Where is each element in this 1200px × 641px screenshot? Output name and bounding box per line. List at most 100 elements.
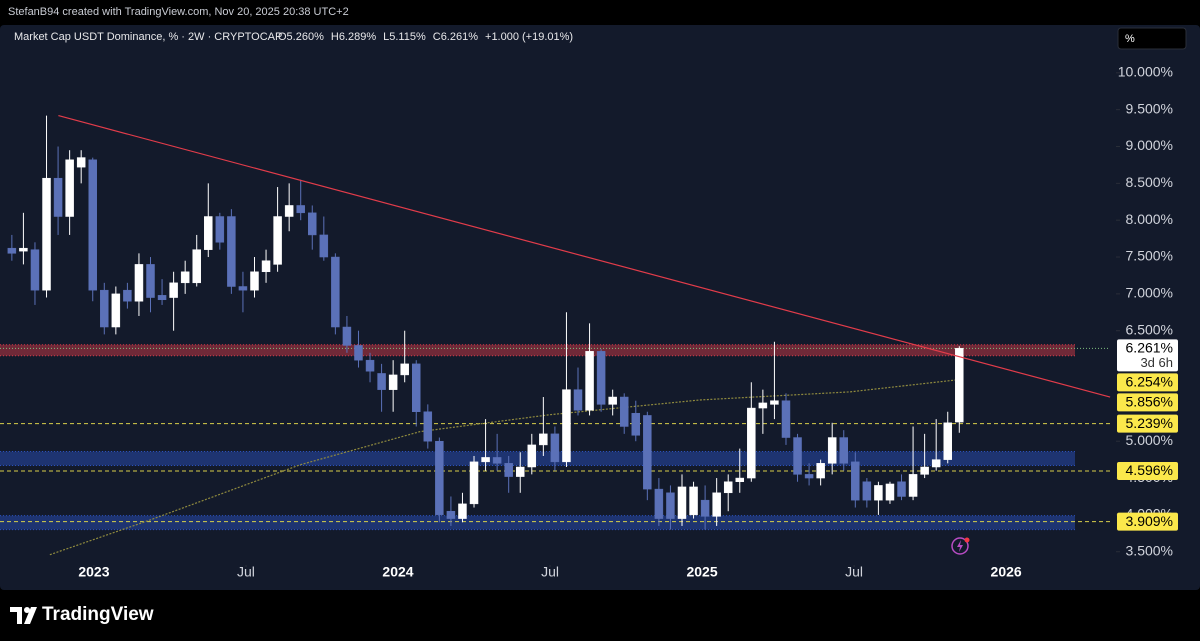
y-tick-label: 3.500% (1126, 542, 1173, 558)
x-tick-label: Jul (541, 564, 559, 580)
candle-body (573, 389, 583, 411)
candle-body (897, 481, 906, 497)
candle-body (631, 412, 641, 436)
candle-body (331, 256, 340, 328)
countdown: 3d 6h (1140, 355, 1173, 370)
y-tick-label: 7.000% (1126, 285, 1173, 301)
candle-body (65, 159, 74, 217)
candle-body (527, 444, 537, 468)
y-tick-label: 9.500% (1126, 100, 1173, 116)
x-tick-label: 2026 (991, 564, 1022, 580)
alert-icon (951, 537, 970, 555)
price-label-box (1117, 461, 1178, 480)
candle-body (469, 461, 479, 505)
candle-body (643, 415, 652, 490)
candle-body (955, 348, 964, 423)
candle-body (423, 411, 433, 442)
candle-body (169, 282, 178, 298)
candle-body (180, 271, 190, 284)
x-tick-label: Jul (845, 564, 863, 580)
brand-name: TradingView (42, 604, 154, 625)
price-label-box (1117, 393, 1178, 412)
candle-body (885, 483, 895, 501)
price-label: 5.856% (1126, 394, 1173, 410)
candle-body (250, 271, 259, 291)
candle-body (654, 488, 664, 519)
candle-body (342, 326, 352, 346)
candle-body (862, 481, 872, 501)
ohlc-value: L5.115% (383, 31, 426, 43)
candle-body (747, 407, 756, 479)
candle-body (931, 459, 941, 468)
candle-body (504, 463, 513, 477)
chart-panel (0, 25, 1200, 590)
candle-body (608, 396, 617, 405)
candle-body (781, 400, 791, 438)
candle-body (7, 247, 17, 254)
y-tick-label: 5.000% (1126, 432, 1173, 448)
candle-body (596, 351, 606, 405)
zone (0, 515, 1075, 530)
ohlc-value: C6.261% (433, 31, 478, 43)
price-label-box (1117, 373, 1178, 392)
x-tick-label: 2024 (382, 564, 413, 580)
x-tick-label: 2023 (78, 564, 109, 580)
moving-average (49, 379, 956, 556)
candle-body (920, 466, 929, 475)
chart-title: Market Cap USDT Dominance, % · 2W · CRYP… (14, 31, 282, 43)
candle-body (481, 457, 490, 463)
candle-body (539, 433, 548, 446)
candle-body (261, 260, 271, 273)
candle-body (515, 466, 525, 477)
candle-body (377, 373, 386, 390)
candle-body (238, 286, 248, 291)
candle-body (19, 247, 28, 252)
candle-body (204, 216, 213, 250)
ohlc-value: O5.260% (278, 31, 324, 43)
candle-body (689, 486, 698, 516)
candle-body (123, 289, 132, 302)
candle-body (677, 486, 687, 519)
candle-body (88, 159, 97, 291)
candle-body (735, 477, 745, 482)
scale-button[interactable] (1117, 27, 1187, 50)
candle-body (458, 503, 467, 519)
candle-body (412, 363, 421, 413)
candle-body (157, 295, 167, 301)
candle-body (273, 216, 282, 265)
x-tick-label: Jul (237, 564, 255, 580)
candle-body (111, 293, 121, 328)
y-tick-label: 7.500% (1126, 248, 1173, 264)
ohlc-value: H6.289% (331, 31, 376, 43)
candle-body (227, 216, 236, 287)
candle-body (319, 234, 329, 258)
candle-body (700, 499, 710, 517)
candle-body (446, 510, 456, 519)
candle-body (585, 351, 594, 411)
candle-body (874, 485, 883, 501)
ohlc-legend: O5.260% H6.289% L5.115% C6.261% +1.000 (+19.… (278, 31, 573, 43)
candle-body (550, 433, 560, 463)
candle-body (793, 437, 802, 475)
scale-button-label[interactable]: % (1125, 33, 1135, 45)
candle-body (42, 177, 51, 291)
candle-body (770, 400, 779, 405)
candle-body (492, 457, 502, 464)
candle-body (562, 389, 571, 463)
candle-body (134, 264, 144, 302)
trendline (58, 114, 1111, 398)
price-label: 6.261% (1126, 340, 1173, 356)
candle-body (284, 205, 294, 217)
candle-body (192, 249, 201, 284)
candle-body (712, 492, 721, 517)
candle-body (76, 157, 86, 168)
candle-body (296, 205, 305, 214)
price-label: 3.909% (1126, 513, 1173, 529)
candle-body (308, 212, 317, 236)
change-value: +1.000 (+19.01%) (485, 31, 573, 43)
price-label-box (1117, 512, 1178, 531)
y-tick-label: 8.500% (1126, 174, 1173, 190)
candle-body (435, 440, 444, 516)
